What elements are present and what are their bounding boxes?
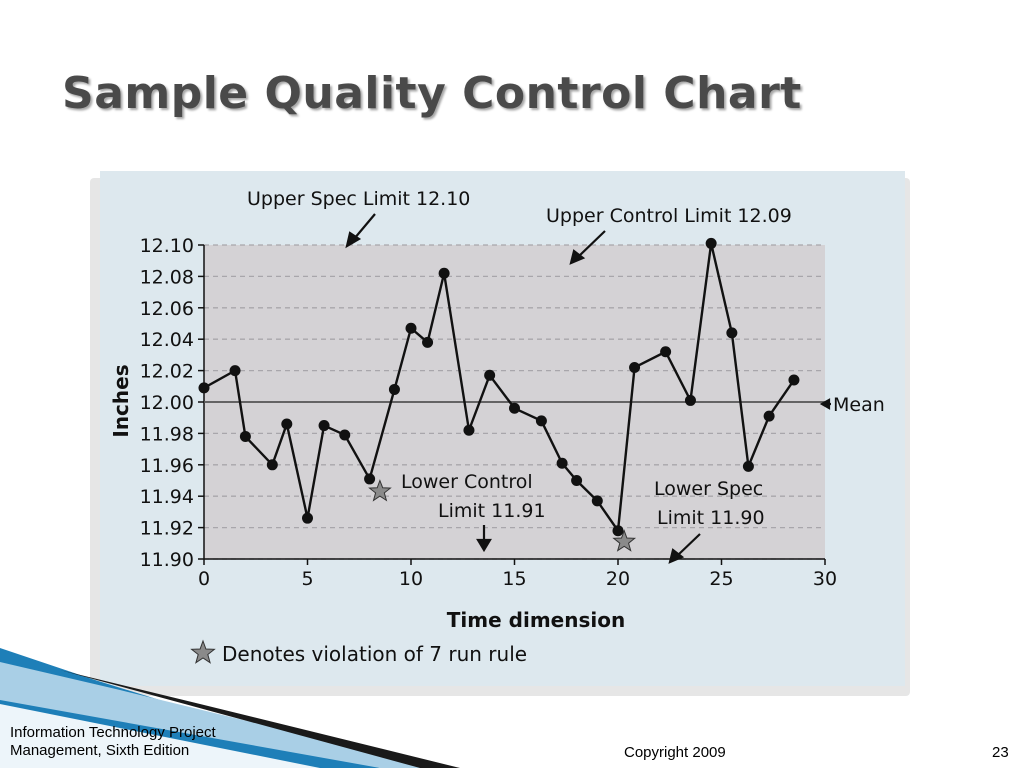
x-tick-label: 15 xyxy=(502,568,526,590)
legend-text: Denotes violation of 7 run rule xyxy=(222,642,527,666)
page-number: 23 xyxy=(992,744,1009,761)
data-point xyxy=(364,473,376,485)
legend-star-icon xyxy=(190,639,216,664)
data-point xyxy=(266,459,278,471)
x-axis-ticks: 0 5 10 15 20 25 30 xyxy=(198,558,837,590)
x-tick-label: 25 xyxy=(709,568,733,590)
y-tick-label: 11.94 xyxy=(140,486,194,508)
footer-white-band xyxy=(0,704,320,768)
annotation-arrows xyxy=(345,213,831,564)
upper-control-arrow xyxy=(577,230,606,258)
data-point xyxy=(484,369,496,381)
lower-spec-arrowhead xyxy=(668,548,685,564)
upper-control-arrowhead xyxy=(569,249,586,265)
data-point xyxy=(660,346,672,358)
y-axis-label: Inches xyxy=(109,364,133,437)
lower-control-label-line1: Lower Control xyxy=(401,471,533,493)
data-point xyxy=(612,525,624,537)
data-point xyxy=(556,457,568,469)
data-point xyxy=(591,495,603,507)
quality-control-chart: 12.10 12.08 12.06 12.04 12.02 12.00 11.98 11.96… xyxy=(109,188,885,666)
y-tick-label: 11.90 xyxy=(140,549,194,571)
y-tick-label: 12.10 xyxy=(140,235,194,257)
lower-spec-label-line1: Lower Spec xyxy=(654,478,763,500)
data-point xyxy=(198,382,210,394)
data-point xyxy=(463,424,475,436)
data-point xyxy=(684,394,696,406)
violation-stars xyxy=(368,479,637,552)
data-point xyxy=(318,420,330,432)
data-point xyxy=(571,475,583,486)
data-point xyxy=(339,429,351,441)
data-point xyxy=(405,322,417,334)
data-point xyxy=(281,418,293,430)
y-tick-label: 12.06 xyxy=(140,298,194,320)
data-point xyxy=(509,402,520,414)
x-tick-label: 30 xyxy=(813,568,837,590)
footer-line-1: Information Technology Project xyxy=(10,724,216,741)
x-tick-label: 10 xyxy=(399,568,423,590)
y-tick-label: 11.92 xyxy=(140,518,194,540)
lower-control-label-line2: Limit 11.91 xyxy=(438,500,546,522)
upper-control-label: Upper Control Limit 12.09 xyxy=(546,205,792,227)
upper-spec-label: Upper Spec Limit 12.10 xyxy=(247,188,470,210)
y-tick-label: 12.08 xyxy=(140,266,194,288)
y-tick-label: 12.02 xyxy=(140,361,194,383)
violation-star-icon xyxy=(368,479,392,502)
data-point xyxy=(535,415,547,427)
data-point xyxy=(422,336,434,348)
mean-arrowhead xyxy=(819,398,831,410)
y-tick-label: 11.96 xyxy=(140,455,194,477)
y-tick-label: 11.98 xyxy=(140,423,194,445)
y-tick-label: 12.04 xyxy=(140,329,194,351)
data-point xyxy=(726,327,738,339)
x-tick-label: 0 xyxy=(198,568,210,590)
footer-decoration xyxy=(0,648,460,768)
footer-line-2: Management, Sixth Edition xyxy=(10,742,190,759)
lower-spec-label-line2: Limit 11.90 xyxy=(657,507,765,529)
data-point xyxy=(388,383,400,395)
data-points xyxy=(198,237,800,537)
chart-figure: 12.10 12.08 12.06 12.04 12.02 12.00 11.98 11.96… xyxy=(100,171,905,686)
footer-copyright: Copyright 2009 xyxy=(624,744,726,761)
upper-spec-arrowhead xyxy=(345,231,362,249)
data-point xyxy=(302,512,313,524)
data-point xyxy=(705,237,717,249)
data-point xyxy=(629,361,641,373)
footer-dark-swoosh xyxy=(60,670,460,768)
data-point xyxy=(763,410,775,422)
upper-spec-arrow xyxy=(353,213,376,240)
x-tick-label: 5 xyxy=(301,568,313,590)
x-tick-label: 20 xyxy=(606,568,630,590)
data-point xyxy=(788,374,800,386)
data-point xyxy=(438,267,450,279)
data-point xyxy=(239,431,251,443)
violation-star-icon xyxy=(612,529,637,552)
lower-spec-arrow xyxy=(677,533,701,556)
y-axis-ticks: 12.10 12.08 12.06 12.04 12.02 12.00 11.98 11.96… xyxy=(140,235,205,571)
mean-label: Mean xyxy=(833,394,885,416)
footer-source: Information Technology Project Managemen… xyxy=(10,724,270,760)
data-point xyxy=(229,365,241,377)
slide-title: Sample Quality Control Chart xyxy=(62,68,802,119)
data-point xyxy=(742,460,754,472)
x-axis-label: Time dimension xyxy=(447,608,625,632)
lower-control-arrowhead xyxy=(476,538,492,553)
y-tick-label: 12.00 xyxy=(140,392,194,414)
